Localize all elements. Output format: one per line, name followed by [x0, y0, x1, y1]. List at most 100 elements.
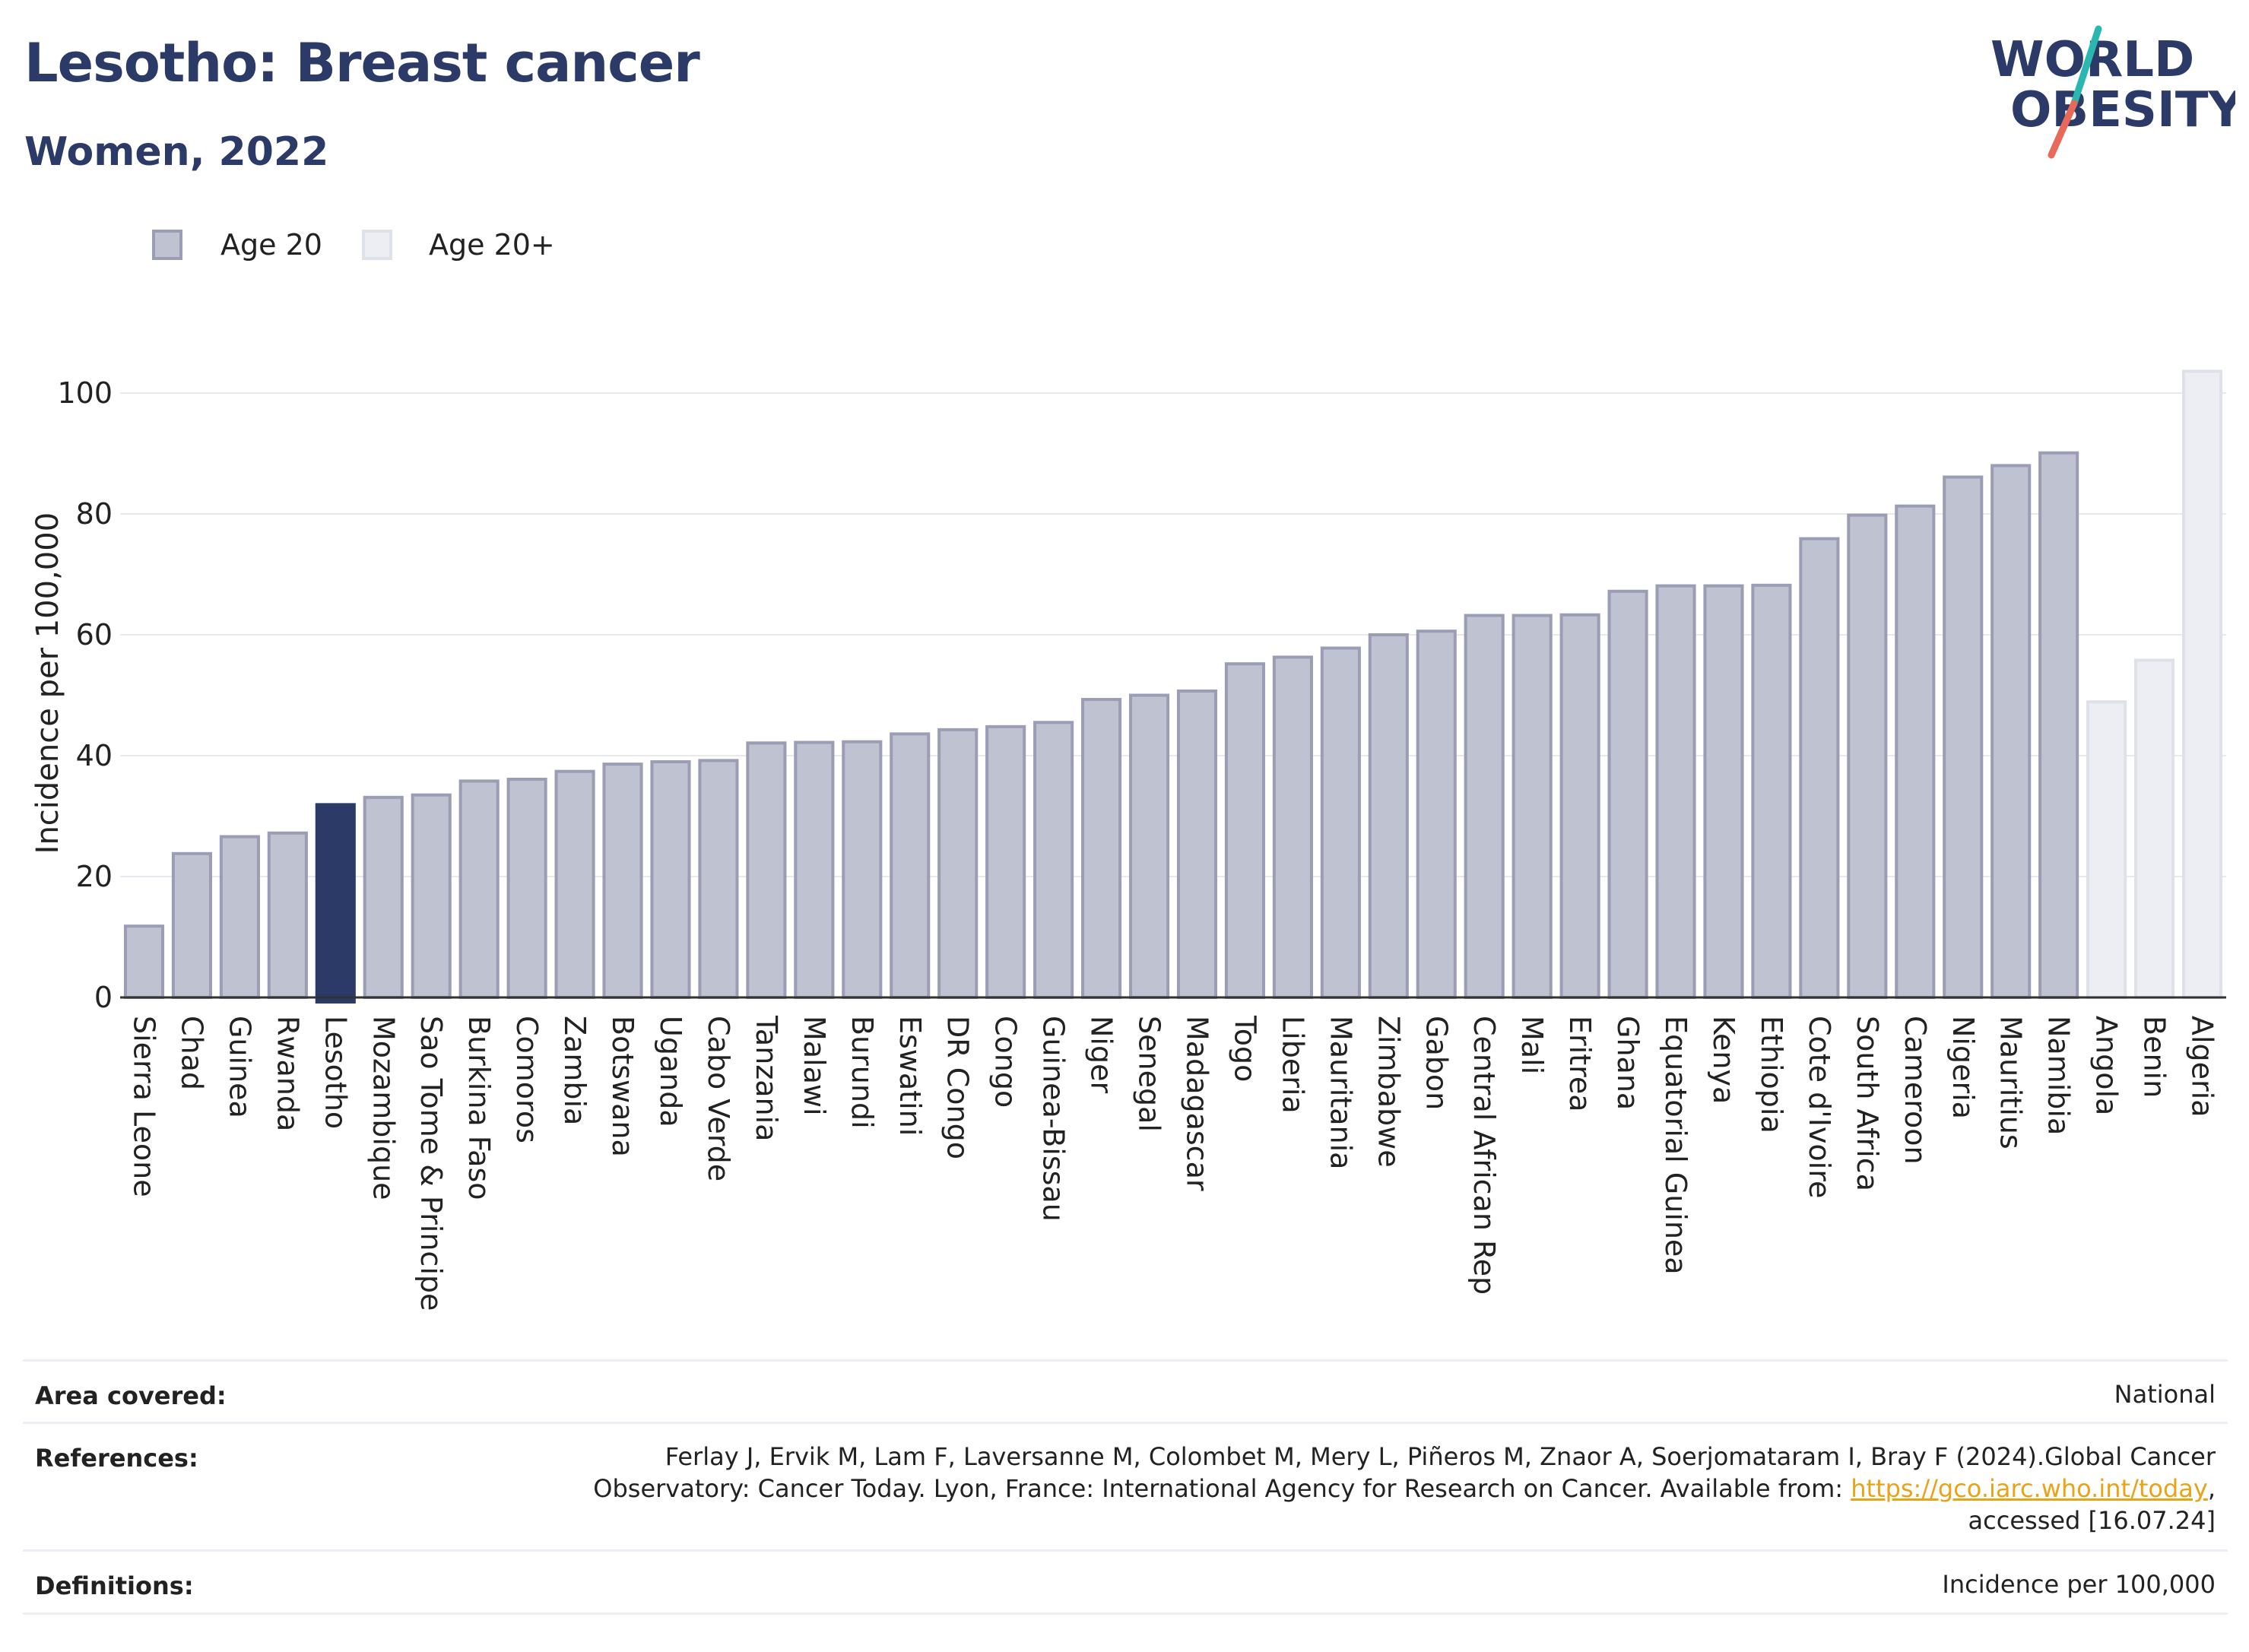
logo-text-obesity: OBESITY [2010, 82, 2235, 138]
bar [2134, 658, 2175, 999]
x-tick-label: Angola [2090, 1016, 2124, 1115]
x-tick-label: Eritrea [1563, 1016, 1597, 1112]
references-line-2: Observatory: Cancer Today. Lyon, France:… [593, 1473, 2216, 1505]
footer-val-references: Ferlay J, Ervik M, Lam F, Laversanne M, … [593, 1441, 2216, 1536]
bar [458, 779, 500, 999]
bar [698, 759, 739, 999]
footer-val-definitions: Incidence per 100,000 [1942, 1570, 2216, 1599]
x-tick-label: Algeria [2186, 1016, 2219, 1118]
bar [1128, 693, 1170, 999]
x-tick-label: Uganda [654, 1016, 687, 1127]
bar [842, 740, 883, 1000]
y-tick-label: 20 [76, 860, 113, 893]
x-tick-label: Zimbabwe [1372, 1016, 1405, 1168]
references-line-2-text: Observatory: Cancer Today. Lyon, France:… [593, 1474, 1851, 1503]
bar [123, 924, 165, 999]
x-tick-label: Tanzania [750, 1015, 783, 1141]
bar [890, 732, 931, 999]
footer-val-area: National [2114, 1380, 2216, 1409]
bar [1464, 614, 1505, 999]
references-line-1: Ferlay J, Ervik M, Lam F, Laversanne M, … [665, 1442, 2216, 1471]
bar [554, 769, 595, 999]
bar [746, 741, 787, 999]
bar [985, 725, 1026, 1000]
bar [1368, 633, 1409, 999]
bar-chart: 0 20 40 60 80 100 Incidence per 100,000 Sierra … [30, 369, 2226, 1311]
x-tick-label: Malawi [798, 1016, 831, 1116]
x-tick-label: Benin [2138, 1016, 2171, 1098]
bar [2038, 451, 2079, 999]
bar [1607, 589, 1648, 999]
x-tick-label: Burkina Faso [462, 1016, 496, 1200]
logo-slash-top [2070, 25, 2102, 107]
legend-swatch-age20 [152, 230, 182, 260]
bar [1081, 698, 1122, 999]
x-tick-label: Kenya [1707, 1016, 1740, 1104]
bar [1559, 613, 1600, 999]
bar [411, 793, 452, 999]
bar [602, 763, 643, 999]
footer-row-area: Area covered: National [23, 1359, 2228, 1424]
x-tick-label: Mauritius [1994, 1016, 2028, 1149]
bar [1033, 721, 1074, 1000]
x-tick-label: Comoros [510, 1016, 544, 1143]
references-line-2-comma: , [2207, 1474, 2216, 1503]
bar [219, 835, 260, 1000]
x-tick-label: Guinea-Bissau [1037, 1016, 1071, 1222]
x-tick-label: Ghana [1611, 1016, 1645, 1110]
footer-key-area: Area covered: [35, 1381, 227, 1410]
bar [315, 803, 356, 1004]
x-tick-label: Sierra Leone [127, 1016, 160, 1197]
x-tick-label: Lesotho [319, 1016, 352, 1129]
x-tick-label: Mauritania [1324, 1016, 1357, 1169]
x-tick-label: Central African Rep [1467, 1016, 1501, 1295]
x-tick-label: Botswana [606, 1016, 639, 1157]
bar [506, 778, 547, 999]
bar [794, 740, 835, 999]
x-tick-label: Burundi [845, 1016, 879, 1129]
bar [1751, 583, 1792, 999]
bar [1176, 689, 1218, 999]
x-tick-label: Ethiopia [1755, 1016, 1788, 1134]
x-tick-label: Mali [1515, 1016, 1549, 1074]
legend-label-age20plus: Age 20+ [429, 228, 555, 262]
bar [2086, 700, 2127, 999]
legend-label-age20: Age 20 [220, 228, 322, 262]
bar [1511, 614, 1553, 999]
references-line-3: accessed [16.07.24] [1968, 1506, 2216, 1535]
x-tick-label: Gabon [1420, 1016, 1453, 1110]
bar [171, 851, 212, 999]
y-tick-label: 0 [94, 981, 113, 1014]
y-tick-label: 60 [76, 618, 113, 652]
x-tick-label: Sao Tome & Principe [414, 1016, 448, 1311]
y-tick-label: 40 [76, 739, 113, 772]
bar [1847, 513, 1888, 999]
x-tick-label: Chad [175, 1016, 208, 1090]
x-tick-label: Guinea [223, 1016, 256, 1118]
x-tick-label: Congo [989, 1016, 1023, 1108]
bar [1703, 584, 1744, 1000]
bar [363, 795, 404, 999]
x-tick-label: Madagascar [1180, 1016, 1213, 1191]
bar [650, 759, 691, 999]
bar [2181, 369, 2223, 999]
y-axis-label: Incidence per 100,000 [30, 512, 65, 855]
x-tick-label: Zambia [558, 1016, 592, 1125]
x-tick-label: Nigeria [1946, 1016, 1980, 1119]
x-tick-label: DR Congo [941, 1016, 975, 1159]
x-tick-label: Eswatini [893, 1016, 927, 1136]
x-tick-label: Togo [1228, 1015, 1261, 1082]
bar [1224, 662, 1265, 999]
x-tick-label: Equatorial Guinea [1659, 1016, 1692, 1275]
x-tick-label: South Africa [1851, 1016, 1884, 1191]
bar [1655, 584, 1696, 1000]
legend-swatch-age20plus [362, 230, 392, 260]
bar [1416, 629, 1457, 999]
bar [1943, 475, 1984, 999]
bar [1799, 537, 1840, 1000]
world-obesity-logo: WORLD OBESITY [1990, 25, 2235, 159]
references-link[interactable]: https://gco.iarc.who.int/today [1851, 1474, 2208, 1503]
page-title: Lesotho: Breast cancer [24, 32, 700, 94]
footer-row-definitions: Definitions: Incidence per 100,000 [23, 1549, 2228, 1615]
x-tick-label: Cote d'Ivoire [1803, 1016, 1836, 1198]
